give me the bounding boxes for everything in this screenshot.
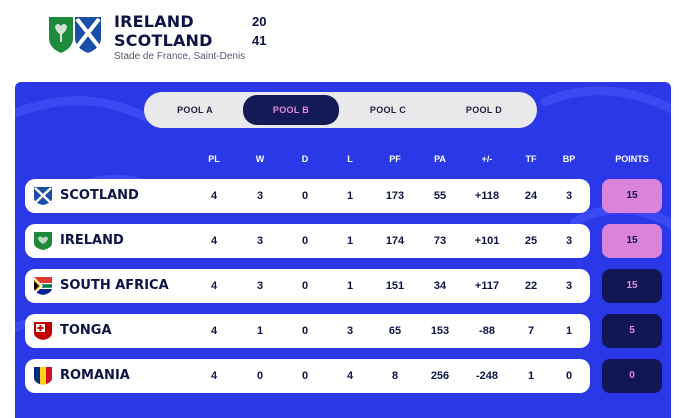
team-name: ROMANIA bbox=[60, 368, 130, 383]
venue: Stade de France, Saint-Denis bbox=[114, 51, 246, 62]
cell-d: 0 bbox=[301, 370, 309, 382]
scotland-flag-icon bbox=[34, 187, 52, 205]
cell-diff: -248 bbox=[475, 370, 499, 382]
cell-pl: 4 bbox=[210, 280, 218, 292]
cell-tf: 7 bbox=[527, 325, 535, 337]
cell-pf: 151 bbox=[385, 280, 405, 292]
cell-bp: 3 bbox=[565, 280, 573, 292]
table-row: SOUTH AFRICA 4 3 0 1 151 34 +117 22 3 bbox=[25, 269, 590, 303]
header-bp: BP bbox=[562, 154, 576, 164]
column-headers: PL W D L PF PA +/- TF BP POINTS bbox=[15, 154, 671, 168]
cell-l: 4 bbox=[346, 370, 354, 382]
header-w: W bbox=[255, 154, 265, 164]
cell-bp: 3 bbox=[565, 190, 573, 202]
tab-pool-c[interactable]: POOL C bbox=[369, 105, 407, 115]
cell-l: 1 bbox=[346, 190, 354, 202]
south-africa-flag-icon bbox=[34, 277, 52, 295]
cell-l: 1 bbox=[346, 280, 354, 292]
pool-tabs: POOL A POOL B POOL C POOL D bbox=[144, 92, 537, 128]
match-flags bbox=[49, 17, 101, 53]
tonga-flag-icon bbox=[34, 322, 52, 340]
ireland-flag-icon bbox=[49, 17, 73, 53]
team-name: TONGA bbox=[60, 323, 112, 338]
ireland-flag-icon bbox=[34, 232, 52, 250]
cell-tf: 1 bbox=[527, 370, 535, 382]
cell-d: 0 bbox=[301, 280, 309, 292]
cell-pf: 173 bbox=[385, 190, 405, 202]
tab-pool-d[interactable]: POOL D bbox=[465, 105, 503, 115]
cell-tf: 24 bbox=[524, 190, 538, 202]
points-badge: 15 bbox=[602, 224, 662, 258]
team-name: IRELAND bbox=[60, 233, 124, 248]
pool-standings-panel: POOL A POOL B POOL C POOL D PL W D L PF … bbox=[15, 82, 671, 418]
tab-pool-a[interactable]: POOL A bbox=[177, 105, 213, 115]
home-score: 20 bbox=[252, 14, 267, 29]
scores: 20 41 bbox=[252, 12, 266, 50]
header-diff: +/- bbox=[481, 154, 493, 164]
points-badge: 0 bbox=[602, 359, 662, 393]
cell-diff: +117 bbox=[474, 280, 500, 292]
header-pl: PL bbox=[208, 154, 220, 164]
header-tf: TF bbox=[525, 154, 537, 164]
cell-pl: 4 bbox=[210, 235, 218, 247]
header-d: D bbox=[301, 154, 309, 164]
points-badge: 15 bbox=[602, 179, 662, 213]
cell-pf: 65 bbox=[388, 325, 402, 337]
cell-d: 0 bbox=[301, 235, 309, 247]
table-row: TONGA 4 1 0 3 65 153 -88 7 1 bbox=[25, 314, 590, 348]
home-team-name: IRELAND bbox=[114, 12, 194, 31]
table-row: ROMANIA 4 0 0 4 8 256 -248 1 0 bbox=[25, 359, 590, 393]
team-names: IRELAND SCOTLAND bbox=[114, 12, 213, 50]
cell-l: 1 bbox=[346, 235, 354, 247]
team-name: SOUTH AFRICA bbox=[60, 278, 169, 293]
team-name: SCOTLAND bbox=[60, 188, 139, 203]
cell-diff: -88 bbox=[479, 325, 495, 337]
cell-w: 3 bbox=[256, 235, 264, 247]
points-badge: 5 bbox=[602, 314, 662, 348]
cell-w: 3 bbox=[256, 190, 264, 202]
cell-w: 3 bbox=[256, 280, 264, 292]
header-pa: PA bbox=[434, 154, 446, 164]
away-team-name: SCOTLAND bbox=[114, 31, 213, 50]
cell-bp: 0 bbox=[565, 370, 573, 382]
romania-flag-icon bbox=[34, 367, 52, 385]
tab-pool-b[interactable]: POOL B bbox=[243, 95, 339, 125]
cell-bp: 3 bbox=[565, 235, 573, 247]
header-l: L bbox=[347, 154, 353, 164]
cell-pa: 256 bbox=[430, 370, 450, 382]
cell-d: 0 bbox=[301, 325, 309, 337]
match-summary: IRELAND SCOTLAND 20 41 Stade de France, … bbox=[0, 0, 680, 78]
scotland-flag-icon bbox=[75, 17, 101, 53]
cell-pf: 8 bbox=[391, 370, 399, 382]
points-badge: 15 bbox=[602, 269, 662, 303]
cell-pl: 4 bbox=[210, 370, 218, 382]
cell-diff: +118 bbox=[474, 190, 500, 202]
cell-l: 3 bbox=[346, 325, 354, 337]
header-points: POINTS bbox=[615, 154, 649, 164]
cell-pl: 4 bbox=[210, 190, 218, 202]
cell-pa: 34 bbox=[433, 280, 447, 292]
cell-pa: 153 bbox=[430, 325, 450, 337]
cell-tf: 25 bbox=[524, 235, 538, 247]
cell-w: 1 bbox=[256, 325, 264, 337]
cell-w: 0 bbox=[256, 370, 264, 382]
cell-pl: 4 bbox=[210, 325, 218, 337]
cell-d: 0 bbox=[301, 190, 309, 202]
cell-diff: +101 bbox=[474, 235, 500, 247]
cell-pa: 55 bbox=[433, 190, 447, 202]
cell-pf: 174 bbox=[385, 235, 405, 247]
table-row: IRELAND 4 3 0 1 174 73 +101 25 3 bbox=[25, 224, 590, 258]
cell-bp: 1 bbox=[565, 325, 573, 337]
cell-pa: 73 bbox=[433, 235, 447, 247]
table-row: SCOTLAND 4 3 0 1 173 55 +118 24 3 bbox=[25, 179, 590, 213]
cell-tf: 22 bbox=[524, 280, 538, 292]
header-pf: PF bbox=[389, 154, 401, 164]
away-score: 41 bbox=[252, 33, 267, 48]
